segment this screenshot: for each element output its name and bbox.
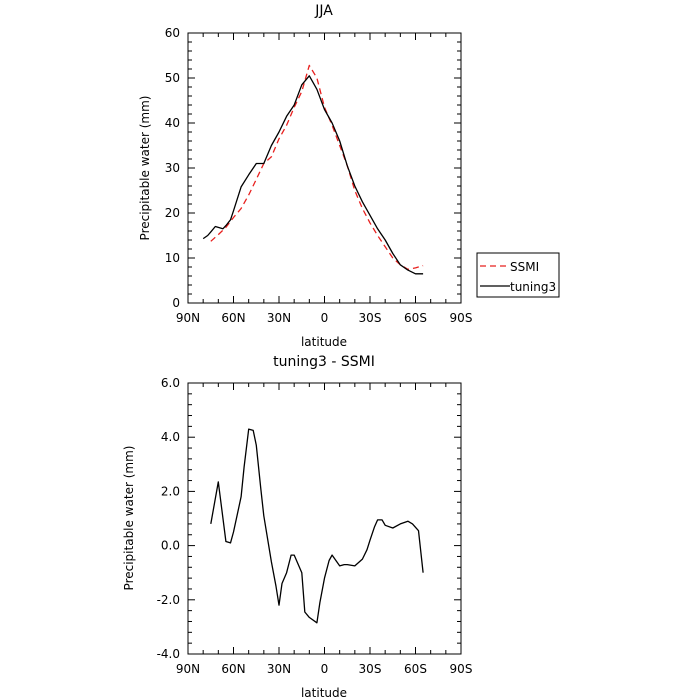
y-tick-label: -4.0 [157, 647, 180, 661]
x-tick-label: 90S [450, 662, 473, 676]
y-tick-label: 0 [172, 296, 180, 310]
chart-jja: JJA 90N 60N 30N 0 30S 60S 90S 0 10 20 30 40 50 60 lat… [138, 3, 560, 349]
x-tick-label: 0 [321, 662, 329, 676]
y-axis-label: Precipitable water (mm) [122, 446, 136, 591]
plot-frame [187, 32, 462, 304]
tick-labels: 90N 60N 30N 0 30S 60S 90S -4.0 -2.0 0.0 2.0 4.0 6.0 [157, 376, 473, 676]
legend: SSMI tuning3 [476, 252, 560, 298]
y-tick-label: 20 [165, 206, 180, 220]
series-line-tuning3 [202, 75, 424, 275]
chart-difference: tuning3 - SSMI 90N 60N 30N 0 30S 60S 90S -4.0 -2… [122, 354, 472, 700]
tick-labels: 90N 60N 30N 0 30S 60S 90S 0 10 20 30 40 50 60 [165, 26, 473, 325]
legend-label-ssmi: SSMI [510, 260, 539, 274]
plot-frame [187, 382, 462, 655]
plot-lines [210, 428, 424, 624]
x-tick-label: 60S [404, 662, 427, 676]
x-tick-label: 90S [450, 311, 473, 325]
y-tick-label: -2.0 [157, 593, 180, 607]
y-axis-label: Precipitable water (mm) [138, 96, 152, 241]
chart-title: tuning3 - SSMI [273, 354, 375, 370]
x-tick-label: 30S [359, 662, 382, 676]
x-tick-label: 30N [267, 662, 291, 676]
ticks [187, 382, 462, 655]
y-tick-label: 10 [165, 251, 180, 265]
series-line-ssmi [210, 64, 424, 270]
legend-label-tuning3: tuning3 [510, 280, 556, 294]
ticks [187, 32, 462, 304]
y-tick-label: 6.0 [161, 376, 180, 390]
x-tick-label: 90N [176, 662, 200, 676]
x-tick-label: 60N [221, 311, 245, 325]
legend-box [476, 252, 560, 298]
y-tick-label: 0.0 [161, 539, 180, 553]
x-axis-label: latitude [301, 686, 347, 700]
y-tick-label: 4.0 [161, 430, 180, 444]
y-tick-label: 30 [165, 161, 180, 175]
x-tick-label: 0 [321, 311, 329, 325]
chart-title: JJA [314, 3, 333, 19]
x-tick-label: 90N [176, 311, 200, 325]
x-axis-label: latitude [301, 335, 347, 349]
x-tick-label: 60N [221, 662, 245, 676]
y-tick-label: 2.0 [161, 484, 180, 498]
y-tick-label: 40 [165, 116, 180, 130]
plot-lines [202, 64, 424, 275]
x-tick-label: 60S [404, 311, 427, 325]
series-line-difference [210, 428, 424, 624]
y-tick-label: 60 [165, 26, 180, 40]
y-tick-label: 50 [165, 71, 180, 85]
x-tick-label: 30N [267, 311, 291, 325]
x-tick-label: 30S [359, 311, 382, 325]
